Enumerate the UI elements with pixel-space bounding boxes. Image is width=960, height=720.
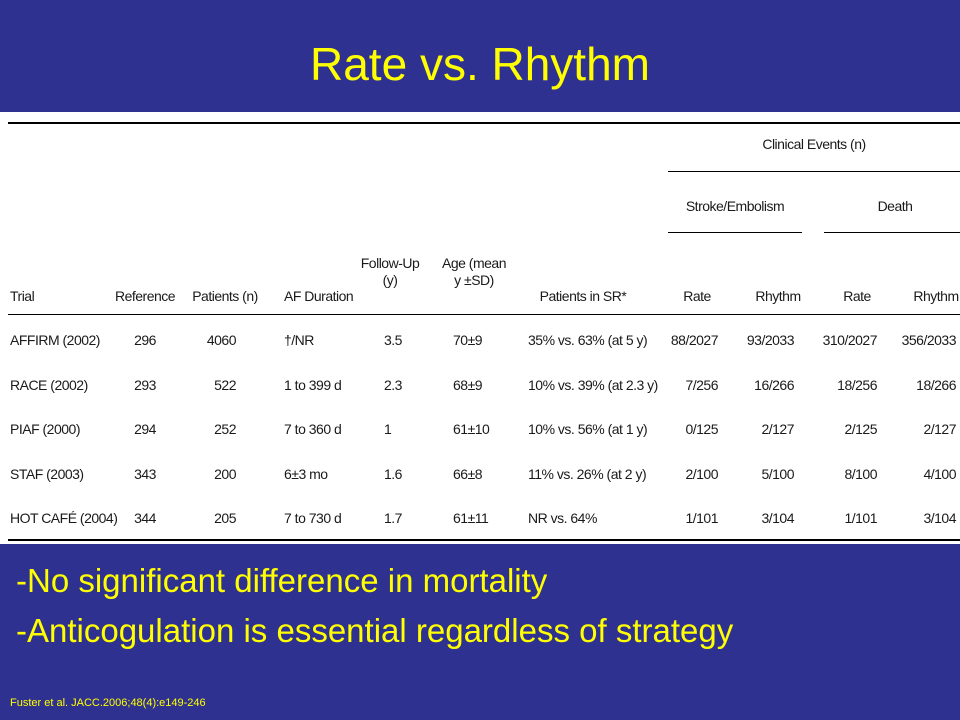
table-cell-stroke-rhythm: 5/100 — [761, 465, 794, 482]
table-cell-patients-sr: 10% vs. 56% (at 1 y) — [528, 421, 648, 437]
table-cell-stroke-rate: 88/2027 — [670, 332, 719, 348]
table-cell-reference: 294 — [134, 421, 156, 437]
table-cell-followup: 2.3 — [384, 376, 402, 393]
header-reference: Reference — [114, 288, 176, 304]
citation: Fuster et al. JACC.2006;48(4):e149-246 — [10, 697, 206, 709]
header-age-line1: Age (mean — [442, 255, 506, 271]
header-patients: Patients (n) — [192, 288, 258, 304]
header-age: Age (mean y ±SD) — [442, 255, 506, 289]
table-cell-death-rate: 310/2027 — [822, 332, 878, 348]
table-top-rule — [8, 122, 960, 124]
table-cell-stroke-rhythm: 3/104 — [761, 510, 794, 526]
bullet-item: -Anticogulation is essential regardless … — [16, 612, 734, 649]
table-cell-death-rhythm: 18/266 — [916, 376, 956, 393]
header-clinical-events: Clinical Events (n) — [762, 136, 866, 152]
table-cell-patients: 252 — [214, 421, 236, 437]
table-cell-af-duration: 6±3 mo — [284, 465, 328, 482]
table-cell-followup: 1 — [384, 421, 392, 437]
table-cell-af-duration: 1 to 399 d — [284, 376, 342, 393]
table-cell-age: 70±9 — [453, 332, 483, 348]
table-cell-stroke-rhythm: 93/2033 — [746, 332, 795, 348]
table-cell-trial: PIAF (2000) — [10, 421, 80, 437]
table-cell-patients-sr: NR vs. 64% — [528, 510, 597, 526]
table-cell-af-duration: 7 to 360 d — [284, 421, 342, 437]
table-cell-age: 68±9 — [453, 376, 483, 393]
header-stroke-rhythm: Rhythm — [755, 288, 801, 304]
clinical-events-rule — [668, 171, 960, 172]
table-cell-death-rate: 2/125 — [844, 421, 877, 437]
table-cell-death-rhythm: 4/100 — [923, 465, 956, 482]
header-death: Death — [877, 198, 913, 214]
table-cell-stroke-rate: 2/100 — [685, 465, 718, 482]
table-cell-death-rate: 18/256 — [837, 376, 877, 393]
table-cell-patients: 522 — [214, 376, 236, 393]
slide-title: Rate vs. Rhythm — [310, 38, 650, 90]
header-follow-up: Follow-Up (y) — [361, 255, 420, 289]
stroke-embolism-rule — [668, 232, 802, 233]
table-cell-patients-sr: 11% vs. 26% (at 2 y) — [528, 465, 647, 482]
table-cell-stroke-rhythm: 2/127 — [761, 421, 794, 437]
bullet-item: -No significant difference in mortality — [16, 562, 548, 599]
table-cell-followup: 3.5 — [384, 332, 402, 348]
table-cell-patients: 4060 — [206, 332, 237, 348]
table-cell-trial: RACE (2002) — [10, 376, 88, 393]
table-cell-age: 61±10 — [453, 421, 490, 437]
table-cell-death-rhythm: 3/104 — [923, 510, 956, 526]
table-cell-trial: AFFIRM (2002) — [10, 332, 100, 348]
header-death-rate: Rate — [843, 288, 871, 304]
table-cell-af-duration: †/NR — [284, 332, 314, 348]
table-cell-followup: 1.7 — [384, 510, 402, 526]
header-stroke-rate: Rate — [683, 288, 711, 304]
table-cell-death-rhythm: 356/2033 — [901, 332, 957, 348]
bullet-list: -No significant difference in mortality … — [16, 556, 733, 656]
table-cell-patients-sr: 10% vs. 39% (at 2.3 y) — [528, 376, 658, 393]
header-age-line2: y ±SD) — [454, 272, 494, 288]
table-cell-stroke-rate: 1/101 — [685, 510, 718, 526]
table-cell-reference: 344 — [134, 510, 156, 526]
header-follow-up-line1: Follow-Up — [360, 255, 420, 271]
table-cell-reference: 343 — [134, 465, 156, 482]
table-cell-reference: 296 — [134, 332, 156, 348]
table-cell-trial: STAF (2003) — [10, 465, 84, 482]
table-cell-trial: HOT CAFÉ (2004) — [10, 510, 118, 526]
table-cell-stroke-rhythm: 16/266 — [754, 376, 794, 393]
trials-table: Clinical Events (n) Stroke/Embolism Deat… — [0, 112, 960, 544]
table-cell-patients: 200 — [214, 465, 236, 482]
table-header-rule — [8, 314, 960, 315]
header-patients-in-sr: Patients in SR* — [539, 288, 627, 304]
table-cell-followup: 1.6 — [384, 465, 402, 482]
table-cell-af-duration: 7 to 730 d — [284, 510, 342, 526]
table-cell-age: 66±8 — [453, 465, 483, 482]
table-cell-age: 61±11 — [453, 510, 489, 526]
table-cell-patients: 205 — [214, 510, 236, 526]
table-cell-death-rate: 1/101 — [844, 510, 877, 526]
table-bottom-rule — [8, 539, 960, 541]
table-cell-patients-sr: 35% vs. 63% (at 5 y) — [528, 332, 648, 348]
header-af-duration: AF Duration — [284, 288, 354, 304]
table-cell-death-rhythm: 2/127 — [923, 421, 956, 437]
header-stroke-embolism: Stroke/Embolism — [685, 198, 785, 214]
header-death-rhythm: Rhythm — [913, 288, 959, 304]
header-trial: Trial — [10, 288, 35, 304]
header-follow-up-line2: (y) — [382, 272, 398, 288]
table-cell-stroke-rate: 0/125 — [685, 421, 718, 437]
table-cell-death-rate: 8/100 — [844, 465, 877, 482]
table-cell-reference: 293 — [134, 376, 156, 393]
table-cell-stroke-rate: 7/256 — [685, 376, 718, 393]
death-rule — [824, 232, 960, 233]
